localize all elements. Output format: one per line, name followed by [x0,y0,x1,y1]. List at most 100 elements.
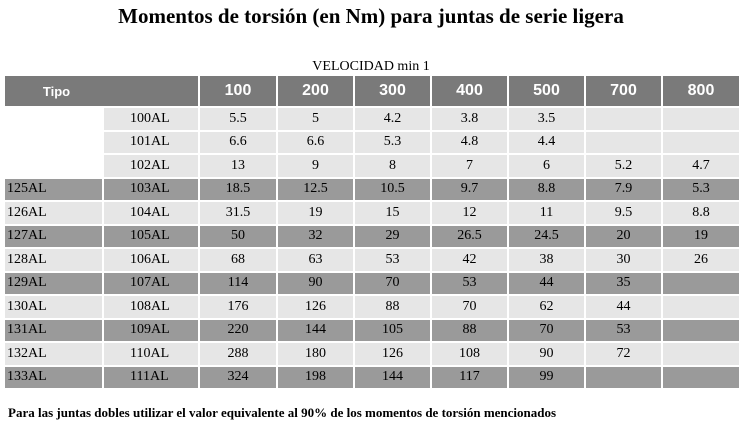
table-row: 126AL 104AL 31.5 19 15 12 11 9.5 8.8 [5,200,740,225]
torque-table: Tipo 100 200 300 400 500 700 800 100AL 5.… [5,76,740,388]
torque-value-cell [584,106,663,131]
tipo-serie-cell: 130AL [5,294,103,319]
torque-value-cell: 29 [353,223,432,248]
torque-value-cell [661,317,740,342]
torque-value-cell: 30 [584,247,663,272]
torque-value-cell: 12 [430,200,509,225]
torque-value-cell: 90 [276,270,355,295]
torque-value-cell: 19 [276,200,355,225]
torque-value-cell: 7.9 [584,176,663,201]
footer-note: Para las juntas dobles utilizar el valor… [8,405,557,420]
torque-value-cell: 5.2 [584,153,663,178]
torque-value-cell: 8.8 [507,176,586,201]
torque-value-cell: 62 [507,294,586,319]
table-row: 101AL 6.6 6.6 5.3 4.8 4.4 [5,129,740,154]
torque-value-cell: 126 [353,341,432,366]
header-speed-700: 700 [584,76,663,107]
torque-value-cell: 3.5 [507,106,586,131]
table-row: 131AL 109AL 220 144 105 88 70 53 [5,317,740,342]
torque-value-cell: 198 [276,364,355,388]
table-row: 128AL 106AL 68 63 53 42 38 30 26 [5,247,740,272]
header-row: Tipo 100 200 300 400 500 700 800 [5,76,740,107]
torque-value-cell: 176 [198,294,278,319]
torque-value-cell: 32 [276,223,355,248]
tipo-al-cell: 111AL [101,364,200,388]
table-row: 129AL 107AL 114 90 70 53 44 35 [5,270,740,295]
torque-value-cell: 9 [276,153,355,178]
header-speed-500: 500 [507,76,586,107]
table-row: 102AL 13 9 8 7 6 5.2 4.7 [5,153,740,178]
torque-value-cell: 6 [507,153,586,178]
torque-value-cell: 220 [198,317,278,342]
torque-value-cell: 5.3 [661,176,740,201]
torque-value-cell [661,129,740,154]
torque-value-cell: 180 [276,341,355,366]
header-tipo: Tipo [5,76,200,107]
tipo-serie-cell [5,153,103,178]
tipo-serie-cell [5,106,103,131]
torque-value-cell: 13 [198,153,278,178]
tipo-al-cell: 110AL [101,341,200,366]
torque-value-cell: 70 [430,294,509,319]
torque-value-cell: 44 [584,294,663,319]
torque-value-cell: 4.4 [507,129,586,154]
torque-value-cell: 10.5 [353,176,432,201]
torque-value-cell: 126 [276,294,355,319]
torque-value-cell [661,106,740,131]
torque-value-cell: 26.5 [430,223,509,248]
torque-value-cell: 288 [198,341,278,366]
torque-value-cell: 53 [353,247,432,272]
torque-value-cell: 8.8 [661,200,740,225]
torque-value-cell: 5.5 [198,106,278,131]
torque-value-cell: 4.8 [430,129,509,154]
table-row: 125AL 103AL 18.5 12.5 10.5 9.7 8.8 7.9 5.3 [5,176,740,201]
table-row: 130AL 108AL 176 126 88 70 62 44 [5,294,740,319]
table-row: 127AL 105AL 50 32 29 26.5 24.5 20 19 [5,223,740,248]
torque-value-cell: 24.5 [507,223,586,248]
tipo-al-cell: 106AL [101,247,200,272]
torque-value-cell: 4.2 [353,106,432,131]
torque-value-cell [661,270,740,295]
header-speed-800: 800 [661,76,740,107]
torque-value-cell: 44 [507,270,586,295]
header-speed-100: 100 [198,76,278,107]
torque-value-cell: 4.7 [661,153,740,178]
torque-value-cell: 6.6 [276,129,355,154]
torque-value-cell: 18.5 [198,176,278,201]
torque-value-cell: 7 [430,153,509,178]
torque-value-cell: 105 [353,317,432,342]
torque-value-cell: 15 [353,200,432,225]
torque-value-cell: 12.5 [276,176,355,201]
torque-value-cell [661,341,740,366]
torque-value-cell: 6.6 [198,129,278,154]
torque-value-cell: 19 [661,223,740,248]
torque-value-cell: 144 [276,317,355,342]
torque-value-cell: 88 [430,317,509,342]
tipo-serie-cell: 131AL [5,317,103,342]
tipo-al-cell: 105AL [101,223,200,248]
table-row: 133AL 111AL 324 198 144 117 99 [5,364,740,388]
tipo-al-cell: 100AL [101,106,200,131]
torque-value-cell: 31.5 [198,200,278,225]
table-row: 100AL 5.5 5 4.2 3.8 3.5 [5,106,740,131]
torque-value-cell: 70 [353,270,432,295]
torque-value-cell: 38 [507,247,586,272]
torque-value-cell: 99 [507,364,586,388]
torque-value-cell: 114 [198,270,278,295]
torque-value-cell: 90 [507,341,586,366]
torque-value-cell: 108 [430,341,509,366]
tipo-serie-cell: 127AL [5,223,103,248]
torque-value-cell: 26 [661,247,740,272]
torque-value-cell: 9.7 [430,176,509,201]
table-row: 132AL 110AL 288 180 126 108 90 72 [5,341,740,366]
torque-value-cell [661,294,740,319]
torque-value-cell: 5 [276,106,355,131]
torque-value-cell [661,364,740,388]
tipo-al-cell: 109AL [101,317,200,342]
tipo-serie-cell: 133AL [5,364,103,388]
tipo-al-cell: 101AL [101,129,200,154]
tipo-al-cell: 107AL [101,270,200,295]
velocity-label-text: VELOCIDAD min 1 [312,59,430,74]
torque-value-cell [584,364,663,388]
tipo-serie-cell: 129AL [5,270,103,295]
